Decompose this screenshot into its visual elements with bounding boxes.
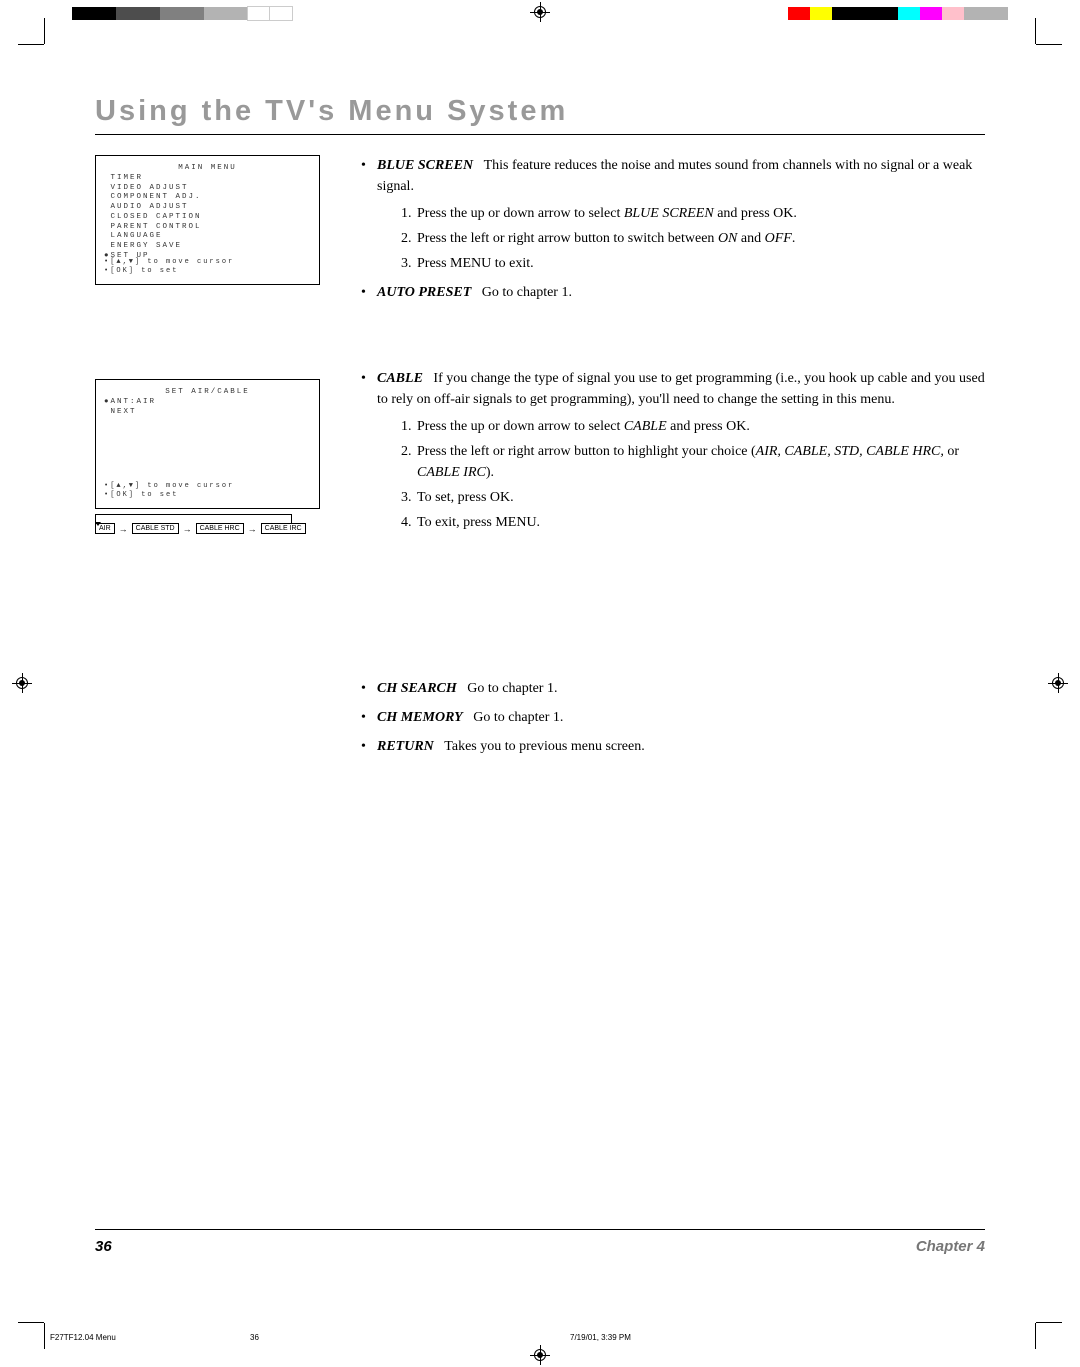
registration-mark <box>1048 673 1068 693</box>
feature-head: CH SEARCH <box>377 681 457 696</box>
registration-mark <box>12 673 32 693</box>
registration-mark <box>530 1345 550 1365</box>
meta-timestamp: 7/19/01, 3:39 PM <box>570 1333 631 1342</box>
print-metadata: F27TF12.04 Menu 36 7/19/01, 3:39 PM <box>50 1333 1030 1342</box>
step: Press the left or right arrow button to … <box>415 228 985 249</box>
feature-desc: Go to chapter 1. <box>473 710 563 725</box>
right-column: BLUE SCREEN This feature reduces the noi… <box>355 155 985 765</box>
feature-head: RETURN <box>377 739 434 754</box>
steps: Press the up or down arrow to select BLU… <box>377 203 985 274</box>
flow-box: CABLE STD <box>132 523 179 534</box>
menu-screenshot-cable: SET AIR/CABLE ●ANT:AIR NEXT •[▲,▼] to mo… <box>95 379 320 509</box>
feature-ch-memory: CH MEMORY Go to chapter 1. <box>355 707 985 728</box>
feature-blue-screen: BLUE SCREEN This feature reduces the noi… <box>355 155 985 274</box>
arrow-icon: → <box>119 524 128 534</box>
crop-mark <box>24 24 54 54</box>
menu-items: TIMER VIDEO ADJUST COMPONENT ADJ. AUDIO … <box>104 174 311 262</box>
arrow-icon: → <box>248 524 257 534</box>
crop-mark <box>1026 1313 1056 1343</box>
meta-file: F27TF12.04 Menu <box>50 1333 250 1342</box>
feature-head: CH MEMORY <box>377 710 463 725</box>
step: To set, press OK. <box>415 487 985 508</box>
menu-title: SET AIR/CABLE <box>104 388 311 398</box>
feature-ch-search: CH SEARCH Go to chapter 1. <box>355 678 985 699</box>
step: To exit, press MENU. <box>415 512 985 533</box>
menu-footer: •[▲,▼] to move cursor •[OK] to set <box>104 258 234 276</box>
page-number: 36 <box>95 1238 112 1255</box>
feature-auto-preset: AUTO PRESET Go to chapter 1. <box>355 282 985 303</box>
feature-return: RETURN Takes you to previous menu screen… <box>355 736 985 757</box>
page-footer: 36 Chapter 4 <box>95 1229 985 1255</box>
step: Press the up or down arrow to select BLU… <box>415 203 985 224</box>
feature-desc: Go to chapter 1. <box>467 681 557 696</box>
feature-list: CABLE If you change the type of signal y… <box>355 368 985 533</box>
chapter-label: Chapter 4 <box>916 1238 985 1255</box>
title-rule <box>95 134 985 135</box>
feature-list: CH SEARCH Go to chapter 1. CH MEMORY Go … <box>355 678 985 757</box>
arrow-icon: → <box>183 524 192 534</box>
menu-screenshot-main: MAIN MENU TIMER VIDEO ADJUST COMPONENT A… <box>95 155 320 285</box>
crop-mark <box>1026 24 1056 54</box>
colorbar-right <box>788 7 1008 20</box>
footer-rule <box>95 1229 985 1230</box>
flow-box: CABLE IRC <box>261 523 306 534</box>
feature-desc: Go to chapter 1. <box>482 285 572 300</box>
menu-title: MAIN MENU <box>104 164 311 174</box>
feature-head: CABLE <box>377 371 423 386</box>
step: Press MENU to exit. <box>415 253 985 274</box>
feature-desc: If you change the type of signal you use… <box>377 371 985 407</box>
registration-mark <box>530 2 550 22</box>
menu-footer: •[▲,▼] to move cursor •[OK] to set <box>104 482 234 500</box>
step: Press the up or down arrow to select CAB… <box>415 416 985 437</box>
page-title: Using the TV's Menu System <box>95 95 985 128</box>
colorbar-left <box>72 7 292 20</box>
page-content: Using the TV's Menu System MAIN MENU TIM… <box>95 95 985 1255</box>
feature-list: BLUE SCREEN This feature reduces the noi… <box>355 155 985 303</box>
steps: Press the up or down arrow to select CAB… <box>377 416 985 533</box>
body-columns: MAIN MENU TIMER VIDEO ADJUST COMPONENT A… <box>95 155 985 765</box>
flow-diagram: AIR → CABLE STD → CABLE HRC → CABLE IRC <box>95 523 320 534</box>
feature-desc: Takes you to previous menu screen. <box>444 739 644 754</box>
meta-page: 36 <box>250 1333 570 1342</box>
feature-head: AUTO PRESET <box>377 285 471 300</box>
feature-head: BLUE SCREEN <box>377 158 473 173</box>
step: Press the left or right arrow button to … <box>415 441 985 483</box>
flow-box: CABLE HRC <box>196 523 244 534</box>
left-column: MAIN MENU TIMER VIDEO ADJUST COMPONENT A… <box>95 155 320 765</box>
feature-cable: CABLE If you change the type of signal y… <box>355 368 985 533</box>
menu-items: ●ANT:AIR NEXT <box>104 398 311 418</box>
